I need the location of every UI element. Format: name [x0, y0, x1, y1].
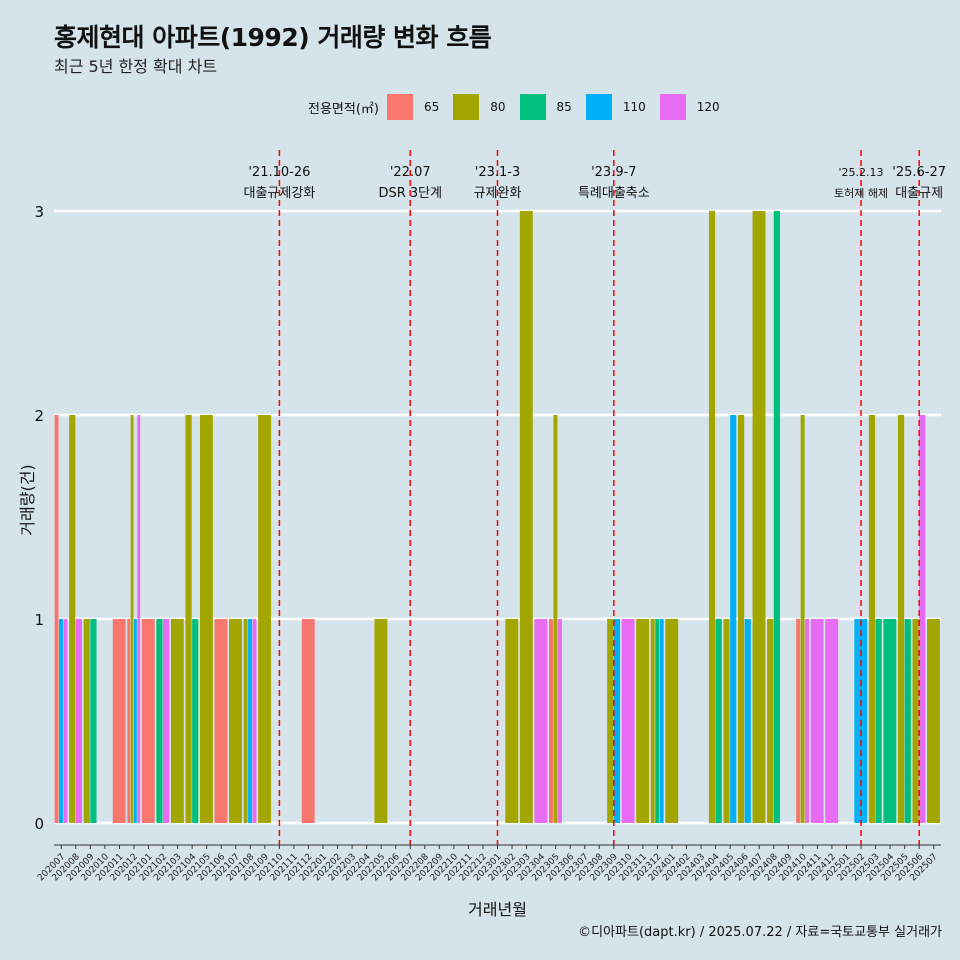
x-axis-title: 거래년월 — [468, 900, 527, 919]
bar-202405-80 — [723, 619, 730, 823]
bar-202007-120 — [63, 619, 68, 823]
event-date-label: '21.10-26 — [248, 165, 310, 180]
legend-key-85 — [519, 94, 546, 120]
bar-202302-80 — [505, 619, 519, 823]
bar-202311-80 — [636, 619, 650, 823]
bar-202104-80 — [185, 415, 192, 823]
bar-202108-80 — [243, 619, 248, 823]
bar-202505-80 — [897, 415, 905, 823]
bar-202312-85 — [655, 619, 660, 823]
bar-202406-110 — [744, 619, 751, 823]
bar-202312-110 — [659, 619, 664, 823]
bar-202310-120 — [621, 619, 635, 823]
bar-202009-85 — [90, 619, 97, 823]
event-date-label: '25.2.13 — [839, 166, 884, 179]
event-label: 규제완화 — [474, 186, 522, 201]
bar-202406-80 — [738, 415, 745, 823]
y-axis-title: 거래량(건) — [18, 464, 37, 535]
bar-202102-85 — [156, 619, 163, 823]
legend-key-110 — [585, 94, 612, 120]
bar-202405-110 — [730, 415, 737, 823]
event-label: 특례대출축소 — [578, 186, 650, 201]
bar-202103-80 — [170, 619, 184, 823]
bar-202205-80 — [374, 619, 388, 823]
y-tick-label: 0 — [34, 815, 44, 833]
bar-202101-65 — [141, 619, 155, 823]
event-label: 대출규제강화 — [244, 186, 316, 201]
y-tick-label: 3 — [34, 203, 44, 221]
bar-202007-110 — [59, 619, 64, 823]
event-date-label: '23.9-7 — [591, 165, 636, 180]
legend-key-80 — [453, 94, 480, 120]
bar-202007-65 — [54, 415, 59, 823]
bar-202305-80 — [553, 415, 558, 823]
legend-label-65: 65 — [423, 100, 440, 114]
legend-label-120: 120 — [696, 100, 720, 114]
chart-title: 홍제현대 아파트(1992) 거래량 변화 흐름 — [54, 23, 492, 52]
bar-202011-65 — [112, 619, 126, 823]
bar-202404-80 — [708, 211, 716, 823]
bar-202408-80 — [767, 619, 774, 823]
bar-202012-110 — [133, 619, 137, 823]
legend-label-110: 110 — [622, 100, 646, 114]
bar-202108-110 — [248, 619, 253, 823]
bar-202507-80 — [927, 619, 940, 823]
event-date-label: '22.07 — [390, 165, 431, 180]
bar-202008-80 — [69, 415, 76, 823]
bar-202304-120 — [534, 619, 548, 823]
bar-202503-80 — [868, 415, 876, 823]
source-caption: ©디아파트(dapt.kr) / 2025.07.22 / 자료=국토교통부 실… — [578, 925, 942, 940]
legend-label-85: 85 — [556, 100, 572, 114]
legend-key-120 — [659, 94, 686, 120]
bar-202408-85 — [773, 211, 780, 823]
bar-202505-85 — [904, 619, 911, 823]
legend-label-80: 80 — [490, 100, 506, 114]
bar-202410-65 — [796, 619, 801, 823]
bar-202412-120 — [825, 619, 839, 823]
event-label: 대출규제 — [895, 186, 943, 201]
bar-202503-85 — [875, 619, 882, 823]
bar-202106-65 — [214, 619, 228, 823]
bar-202008-120 — [75, 619, 83, 823]
bar-202504-85 — [883, 619, 897, 823]
bar-202104-85 — [192, 619, 199, 823]
bar-202411-120 — [810, 619, 824, 823]
bar-202109-80 — [258, 415, 272, 823]
bar-202305-120 — [557, 619, 562, 823]
event-label: DSR 3단계 — [378, 186, 442, 201]
bar-202410-120 — [805, 619, 810, 823]
bar-202305-65 — [548, 619, 553, 823]
bar-202102-120 — [163, 619, 170, 823]
bar-202312-80 — [650, 619, 655, 823]
event-date-label: '25.6-27 — [892, 165, 946, 180]
y-tick-label: 2 — [34, 407, 44, 425]
bar-202309-80 — [607, 619, 614, 823]
bar-202506-120 — [919, 415, 926, 823]
legend-key-65 — [386, 94, 413, 120]
bar-202407-80 — [752, 211, 766, 823]
bar-202112-65 — [301, 619, 315, 823]
bar-202404-85 — [715, 619, 722, 823]
bar-202108-120 — [252, 619, 257, 823]
bar-202401-80 — [665, 619, 679, 823]
bar-202309-110 — [613, 619, 621, 823]
legend-title: 전용면적(㎡) — [308, 101, 379, 117]
bar-202303-80 — [519, 211, 533, 823]
bar-202009-80 — [83, 619, 90, 823]
legend: 전용면적(㎡) 65 80 85 110 120 — [308, 93, 734, 121]
bar-202105-80 — [199, 415, 213, 823]
bar-202012-120 — [137, 415, 141, 823]
event-label: 토허제 해제 — [834, 186, 888, 200]
chart-subtitle: 최근 5년 한정 확대 차트 — [54, 57, 218, 76]
bar-202410-80 — [800, 415, 805, 823]
bar-202012-80 — [130, 415, 134, 823]
bar-202107-80 — [229, 619, 242, 823]
bar-202506-80 — [912, 619, 919, 823]
bar-202012-65 — [127, 619, 131, 823]
y-tick-label: 1 — [34, 611, 44, 629]
event-date-label: '23.1-3 — [475, 165, 520, 180]
